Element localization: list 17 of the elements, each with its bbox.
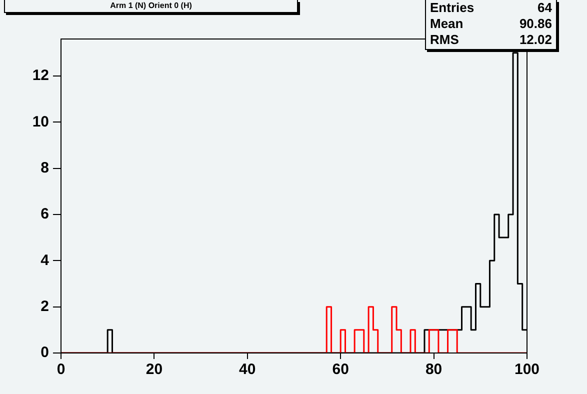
x-tick-label: 0 (56, 361, 66, 378)
y-tick-label: 4 (40, 252, 50, 269)
chart-title: Arm 1 (N) Orient 0 (H) (4, 0, 298, 13)
x-tick-label: 80 (425, 361, 442, 378)
y-tick-label: 0 (40, 344, 49, 362)
y-tick-label: 10 (32, 113, 49, 130)
x-tick-label: 100 (514, 361, 540, 378)
y-tick-label: 2 (40, 298, 49, 315)
y-tick-label: 8 (40, 159, 49, 176)
text: Mean 90.86 (430, 16, 552, 31)
x-tick-label: 60 (332, 361, 349, 378)
y-tick-label: 6 (40, 206, 49, 223)
y-tick-label: 12 (32, 67, 49, 84)
x-tick-label: 20 (146, 361, 163, 378)
text: RMS 12.02 (430, 32, 552, 47)
x-tick-label: 40 (239, 361, 256, 378)
text: Entries 64 (430, 0, 552, 15)
